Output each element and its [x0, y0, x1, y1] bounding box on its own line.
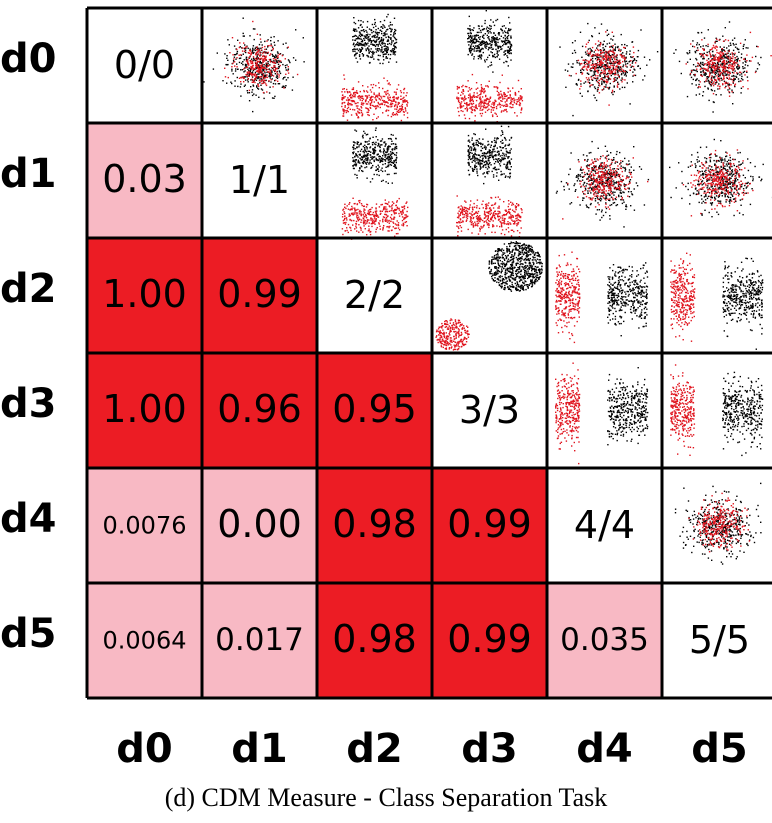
heatmap-cell: 1.00 [87, 353, 202, 468]
cell-value-label: 0.98 [332, 617, 417, 661]
scatter-cell [547, 218, 662, 353]
scatter-cell [662, 468, 772, 583]
figure-caption: (d) CDM Measure - Class Separation Task [164, 783, 608, 812]
column-label: d5 [691, 726, 748, 772]
row-label: d3 [0, 381, 57, 427]
diagonal-cell: 2/2 [317, 238, 432, 353]
column-label: d1 [231, 726, 288, 772]
heatmap-cell: 0.96 [202, 353, 317, 468]
heatmap-cell: 0.98 [317, 468, 432, 583]
diagonal-label: 0/0 [114, 43, 175, 87]
scatter-cell [547, 353, 662, 468]
scatter-cell [662, 8, 772, 123]
cell-value-label: 0.0064 [103, 627, 187, 655]
diagonal-cell: 1/1 [202, 123, 317, 238]
heatmap-cell: 0.99 [202, 238, 317, 353]
heatmap-cell: 1.00 [87, 238, 202, 353]
diagonal-cell: 0/0 [87, 8, 202, 123]
heatmap-cell: 0.00 [202, 468, 317, 583]
heatmap-cell: 0.98 [317, 583, 432, 698]
diagonal-label: 5/5 [689, 618, 750, 662]
heatmap-cell: 0.03 [87, 123, 202, 238]
cell-value-label: 0.0076 [103, 512, 187, 540]
diagonal-cell: 5/5 [662, 583, 772, 698]
cell-value-label: 0.99 [217, 272, 302, 316]
row-label: d2 [0, 266, 57, 312]
cell-value-label: 0.95 [332, 387, 417, 431]
diagonal-label: 3/3 [459, 388, 520, 432]
diagonal-label: 2/2 [344, 273, 405, 317]
scatter-cell [662, 123, 772, 238]
scatter-cell [202, 8, 317, 123]
diagonal-label: 4/4 [574, 503, 635, 547]
column-label: d4 [576, 726, 633, 772]
cell-value-label: 1.00 [102, 387, 187, 431]
scatter-cell [317, 123, 432, 240]
diagonal-label: 1/1 [229, 158, 290, 202]
row-label: d4 [0, 496, 57, 542]
heatmap-cell: 0.017 [202, 583, 317, 698]
cell-value-label: 1.00 [102, 272, 187, 316]
cell-value-label: 0.00 [217, 502, 302, 546]
scatter-cell [432, 8, 547, 125]
cell-value-label: 0.017 [215, 622, 304, 658]
cell-value-label: 0.99 [447, 502, 532, 546]
cell-value-label: 0.99 [447, 617, 532, 661]
cell-value-label: 0.98 [332, 502, 417, 546]
cell-value-label: 0.035 [560, 622, 649, 658]
heatmap-cell: 0.95 [317, 353, 432, 468]
heatmap-cell: 0.0076 [87, 468, 202, 583]
row-label: d1 [0, 151, 57, 197]
column-label: d2 [346, 726, 403, 772]
row-label: d5 [0, 611, 57, 657]
grid-lines [85, 6, 772, 700]
column-label: d0 [116, 726, 173, 772]
heatmap-cell: 0.99 [432, 468, 547, 583]
diagonal-cell: 3/3 [432, 353, 547, 468]
heatmap-cell: 0.035 [547, 583, 662, 698]
column-label: d3 [461, 726, 518, 772]
scatter-cell [432, 238, 547, 353]
diagonal-cell: 4/4 [547, 468, 662, 583]
scatter-cell [432, 123, 547, 239]
scatter-cell [547, 8, 662, 123]
heatmap-cell: 0.99 [432, 583, 547, 698]
cell-value-label: 0.96 [217, 387, 302, 431]
cell-value-label: 0.03 [102, 157, 187, 201]
scatter-cell [662, 353, 772, 468]
scatter-cell [317, 8, 432, 125]
row-label: d0 [0, 36, 57, 82]
heatmap-cell: 0.0064 [87, 583, 202, 698]
scatter-cell [662, 238, 772, 353]
scatter-cell [547, 123, 663, 238]
